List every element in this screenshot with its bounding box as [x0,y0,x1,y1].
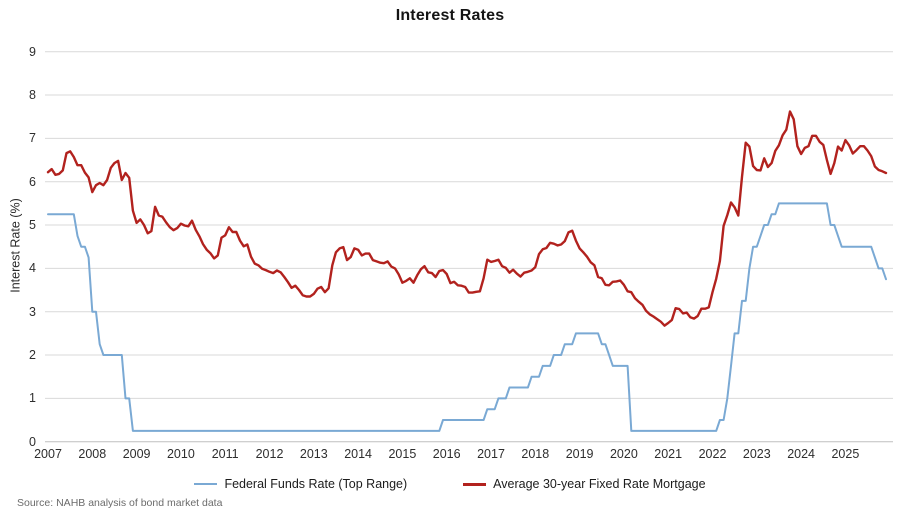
legend-item-federal-funds: Federal Funds Rate (Top Range) [194,477,407,491]
x-axis-tick-label: 2012 [255,447,284,461]
x-axis-tick-label: 2020 [609,447,638,461]
legend-line-sample-blue-icon [194,483,218,485]
x-axis-tick-label: 2019 [565,447,594,461]
y-axis-tick-label: 1 [29,391,36,406]
x-axis-tick-label: 2009 [122,447,151,461]
series-line-1 [46,110,888,327]
y-axis-tick-label: 0 [29,434,36,449]
legend-label-federal-funds: Federal Funds Rate (Top Range) [224,477,408,491]
legend-item-mortgage: Average 30-year Fixed Rate Mortgage [463,477,706,491]
series-line-0 [47,202,887,432]
x-axis-tick-label: 2022 [698,447,727,461]
y-axis-tick-label: 2 [29,348,36,363]
x-axis-tick-label: 2010 [166,447,195,461]
y-axis-tick-label: 3 [29,304,36,319]
x-axis-tick-label: 2008 [78,447,107,461]
y-axis-tick-label: 6 [29,174,36,189]
x-axis-tick-label: 2025 [831,447,860,461]
x-axis-tick-label: 2014 [344,447,372,461]
x-axis-tick-label: 2015 [388,447,417,461]
x-axis-tick-label: 2021 [654,447,683,461]
chart-title: Interest Rates [395,7,505,24]
legend: Federal Funds Rate (Top Range) Average 3… [0,477,900,491]
y-axis-tick-label: 4 [29,261,36,276]
x-axis-tick-label: 2024 [787,447,815,461]
x-axis-tick-label: 2013 [299,447,328,461]
x-axis-tick-label: 2017 [477,447,505,461]
x-axis-tick-label: 2011 [211,447,239,461]
y-axis-tick-label: 7 [29,131,36,146]
y-axis-tick-label: 5 [29,218,36,233]
x-axis-tick-label: 2016 [432,447,461,461]
legend-line-sample-red-icon [463,482,487,486]
legend-label-mortgage: Average 30-year Fixed Rate Mortgage [493,477,706,491]
x-axis-tick-label: 2007 [34,447,62,461]
source-note: Source: NAHB analysis of bond market dat… [17,497,223,509]
x-axis-tick-label: 2018 [521,447,550,461]
y-axis-tick-label: 8 [29,88,36,103]
x-axis-tick-label: 2023 [742,447,771,461]
y-axis-tick-label: 9 [29,44,36,59]
